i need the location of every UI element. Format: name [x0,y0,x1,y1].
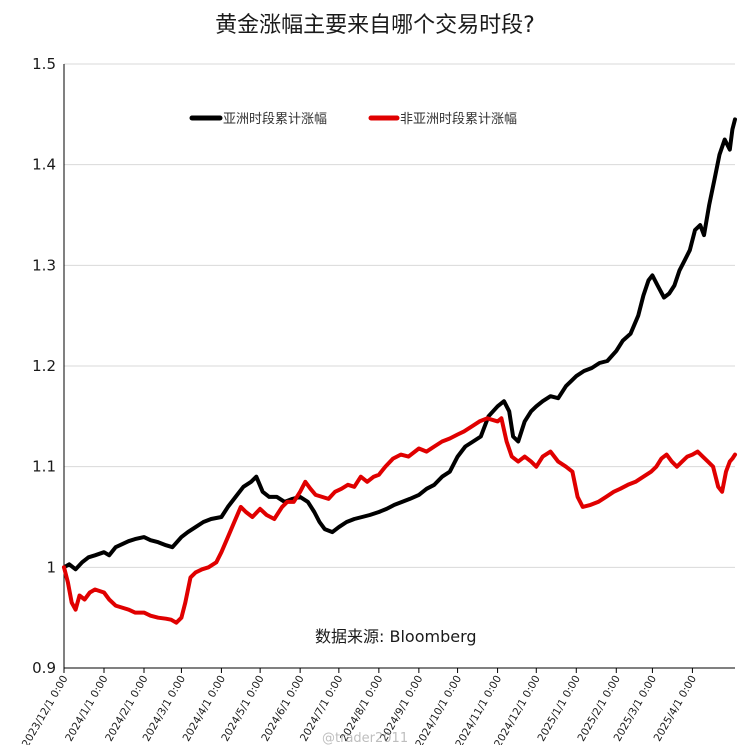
x-tick-label: 2024/1/1 0:00 [63,674,110,744]
y-tick-labels: 0.9 1 1.1 1.2 1.3 1.4 1.5 [32,55,56,677]
legend-label-non-asia: 非亚洲时段累计涨幅 [400,112,517,127]
y-tick-label: 1.1 [32,458,56,476]
legend: 亚洲时段累计涨幅 非亚洲时段累计涨幅 [189,112,517,127]
x-tick-label: 2025/4/1 0:00 [652,674,699,744]
legend-label-asia: 亚洲时段累计涨幅 [223,112,327,127]
x-tick-label: 2024/5/1 0:00 [219,674,266,744]
series-lines [62,117,737,625]
y-tick-label: 0.9 [32,659,56,677]
y-tick-label: 1.4 [32,156,56,174]
y-tick-label: 1.2 [32,357,56,375]
watermark: @trader2011 [322,731,408,745]
chart-title: 黄金涨幅主要来自哪个交易时段? [215,13,535,38]
y-tick-label: 1 [46,558,56,576]
source-annotation: 数据来源: Bloomberg [315,627,477,646]
y-tick-label: 1.5 [32,55,56,73]
x-tick-label: 2023/12/1 0:00 [20,674,71,745]
y-tick-label: 1.3 [32,256,56,274]
gridlines [64,63,735,568]
series-line-asia [62,117,737,572]
series-line-non-asia [62,416,737,625]
x-tick-label: 2025/1/1 0:00 [535,674,582,744]
